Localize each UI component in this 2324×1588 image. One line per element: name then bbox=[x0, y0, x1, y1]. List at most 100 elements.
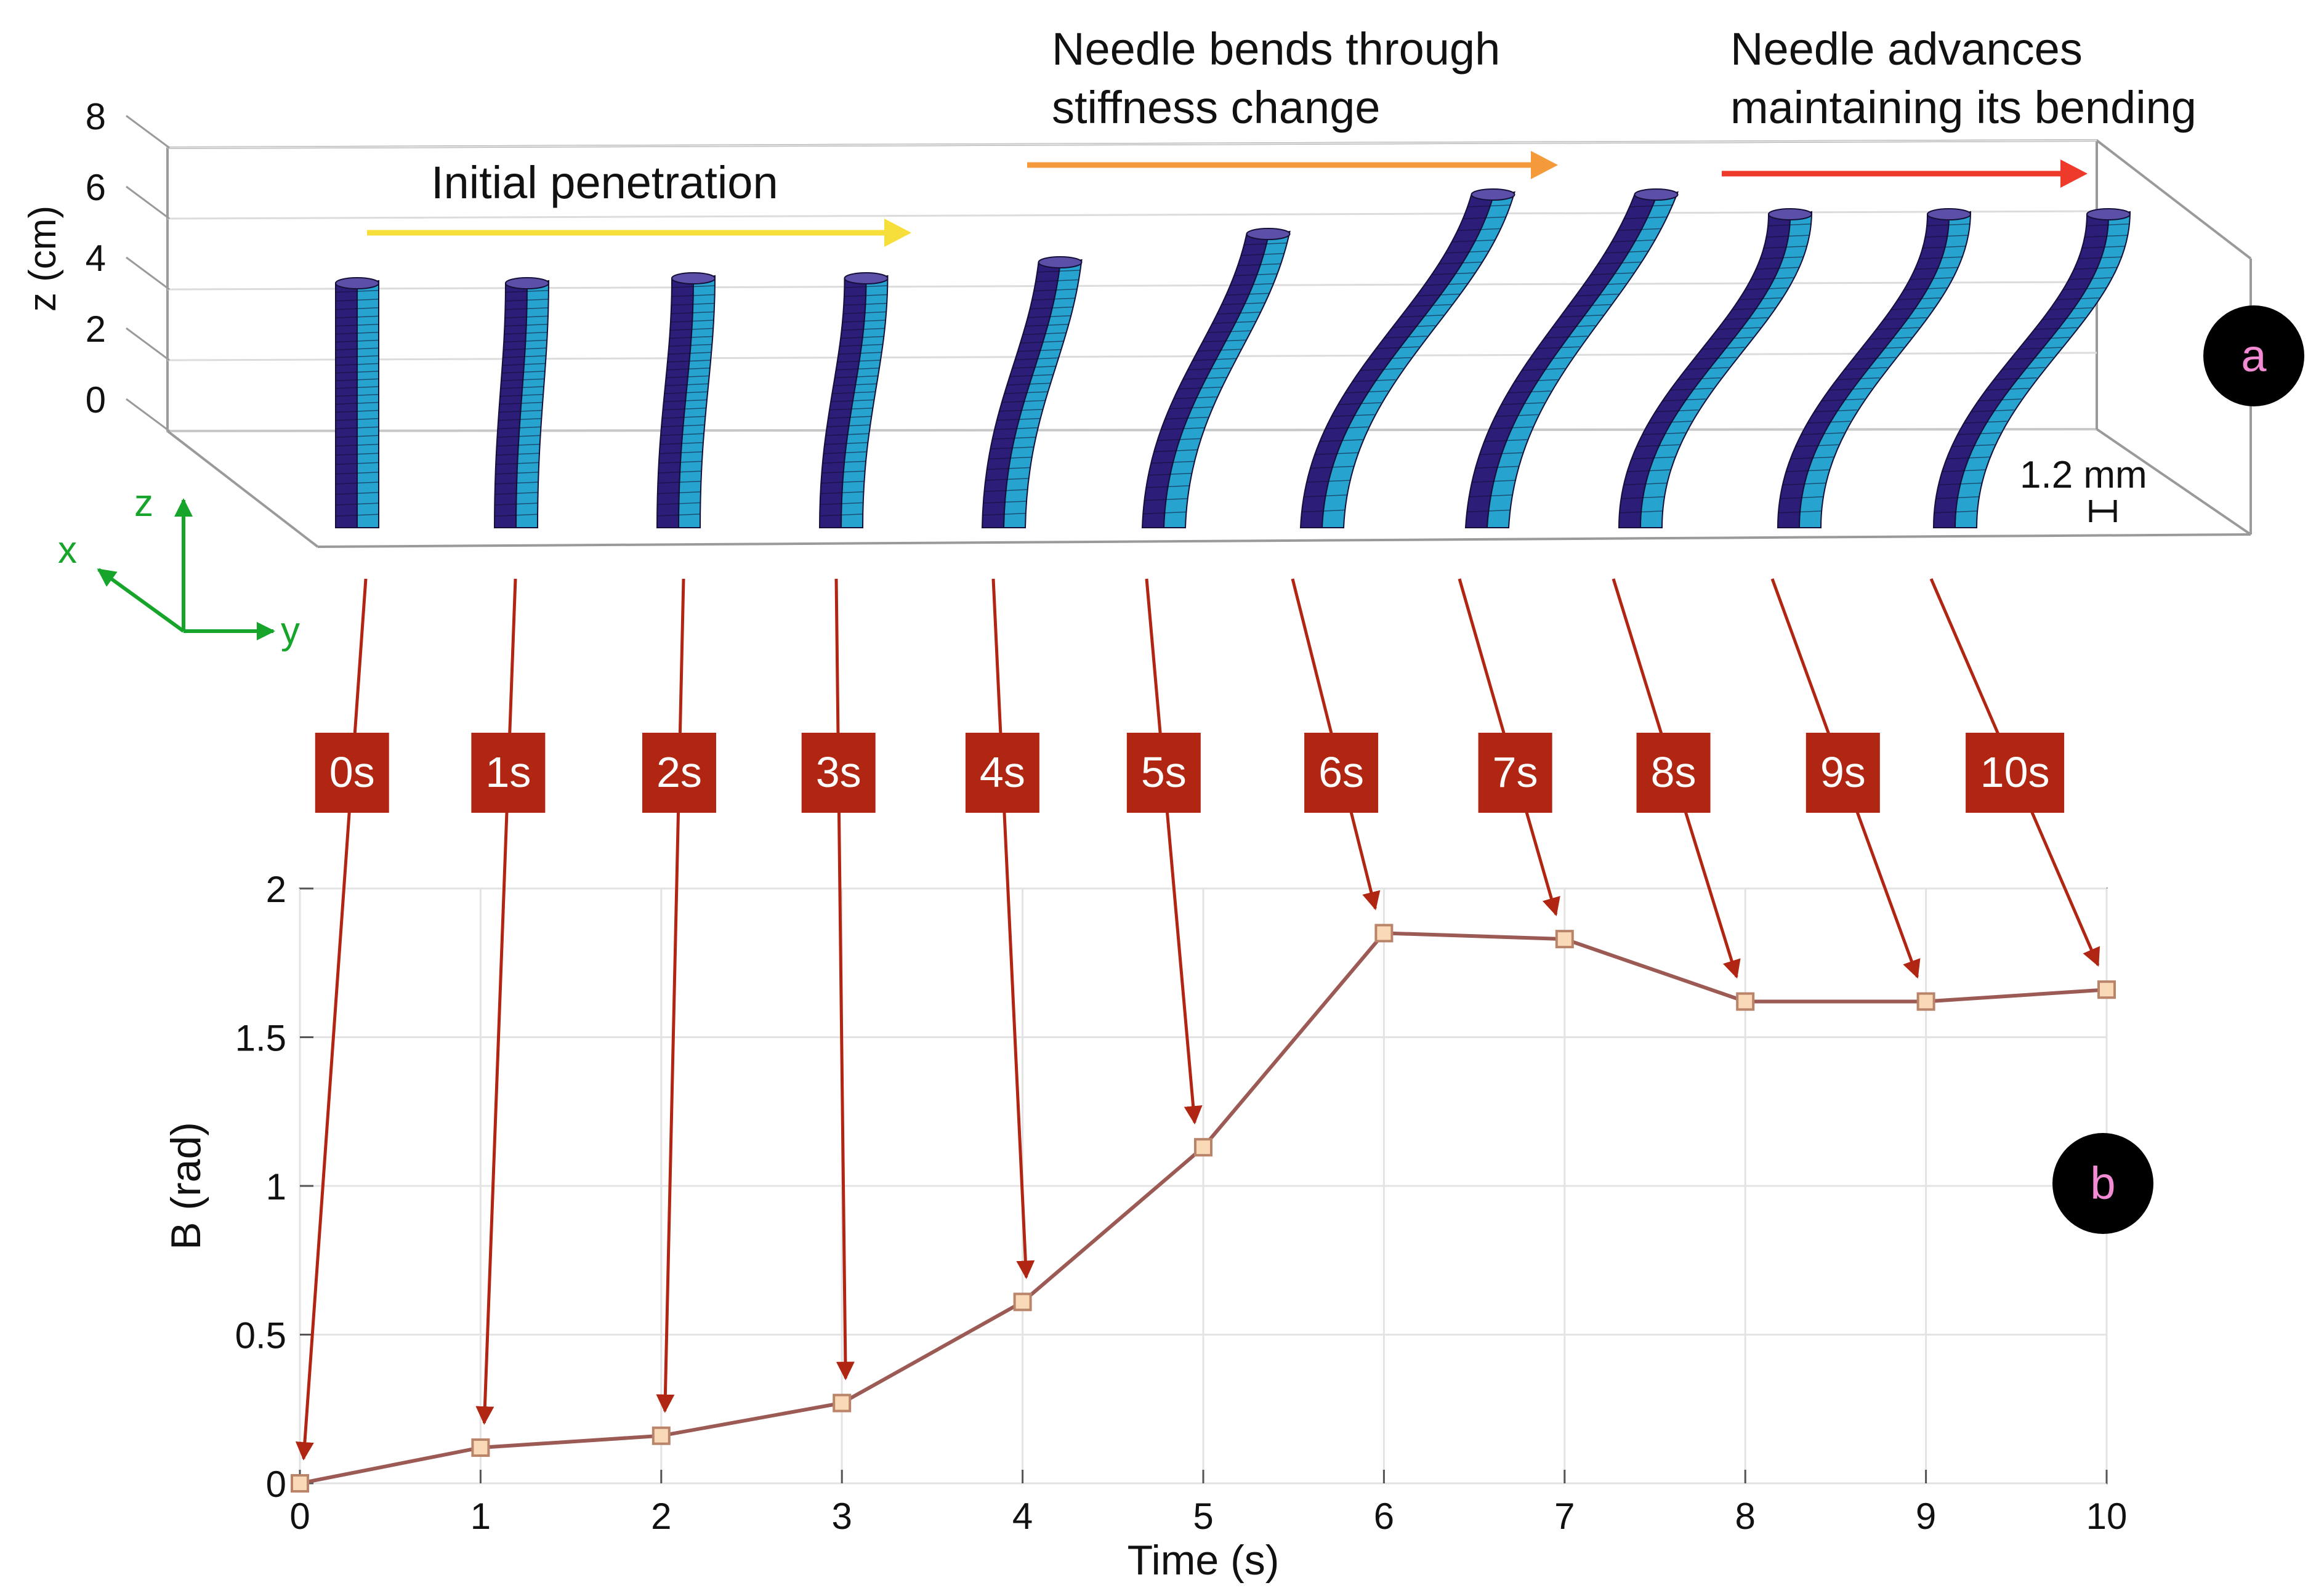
x-tick-label: 5 bbox=[1193, 1496, 1213, 1537]
time-label: 1s bbox=[485, 748, 531, 796]
panel-a-badge-letter: a bbox=[2241, 330, 2267, 381]
time-label-box bbox=[1806, 733, 1880, 813]
z-tick-label: 2 bbox=[86, 308, 106, 350]
y-tick-label: 0 bbox=[266, 1464, 286, 1505]
needle bbox=[818, 272, 889, 528]
panel-a-badge: a bbox=[2203, 305, 2304, 406]
data-point bbox=[1013, 1292, 1032, 1312]
needle bbox=[656, 272, 716, 528]
phase-3-line-2: maintaining its bending bbox=[1730, 82, 2197, 133]
z-tick-line bbox=[126, 256, 170, 291]
z-tick-label: 6 bbox=[86, 167, 106, 208]
time-callout-arrow bbox=[295, 578, 368, 1461]
data-point bbox=[1916, 992, 1935, 1011]
needle bbox=[334, 277, 380, 528]
data-point bbox=[471, 1438, 490, 1457]
box-edge bbox=[166, 430, 319, 548]
time-callout-arrow bbox=[475, 578, 517, 1425]
x-tick-label: 1 bbox=[470, 1496, 491, 1537]
x-tick-label: 8 bbox=[1735, 1496, 1756, 1537]
time-label: 8s bbox=[1651, 748, 1697, 796]
phase-2-arrow bbox=[1027, 151, 1558, 179]
axis-triad bbox=[97, 498, 275, 640]
time-callout-arrow bbox=[656, 578, 685, 1413]
needle bbox=[1932, 208, 2131, 528]
time-callouts: 0s 1s 2s 3s 4s 5s 6s 7s 8s 9s 10s bbox=[295, 578, 2100, 1461]
time-label: 6s bbox=[1318, 748, 1364, 796]
time-label: 9s bbox=[1820, 748, 1866, 796]
z-tick-label: 4 bbox=[86, 238, 106, 279]
time-callout-arrow bbox=[1145, 578, 1203, 1125]
x-tick-label: 6 bbox=[1374, 1496, 1394, 1537]
needle bbox=[1618, 208, 1813, 528]
z-gridline bbox=[167, 139, 2097, 149]
needle bbox=[1299, 188, 1515, 528]
z-tick-line bbox=[126, 327, 170, 361]
needle bbox=[1777, 208, 1972, 528]
time-label-box bbox=[1126, 733, 1201, 813]
time-callout-arrow bbox=[834, 578, 855, 1380]
panel-b-badge: b bbox=[2052, 1133, 2153, 1234]
y-tick-label: 1.5 bbox=[235, 1018, 286, 1059]
x-ticks: 0 1 2 3 4 5 6 7 8 9 10 bbox=[289, 1470, 2127, 1537]
box-edge bbox=[317, 533, 2251, 548]
y-axis-label: B (rad) bbox=[163, 1122, 209, 1250]
needle-panel: 0 2 4 6 8 z (cm) Initial penetration Needle … bbox=[22, 23, 2304, 652]
time-label-box bbox=[471, 733, 546, 813]
z-tick-line bbox=[126, 398, 170, 432]
z-tick-line bbox=[126, 115, 170, 149]
box-edge bbox=[2096, 428, 2252, 536]
needle bbox=[1464, 188, 1679, 528]
x-tick-label: 0 bbox=[289, 1496, 310, 1537]
time-label: 3s bbox=[816, 748, 861, 796]
time-label-box bbox=[1304, 733, 1379, 813]
needles bbox=[334, 188, 2131, 528]
z-tick-label: 0 bbox=[86, 379, 106, 421]
data-point bbox=[652, 1426, 671, 1445]
x-tick-label: 3 bbox=[832, 1496, 852, 1537]
data-point bbox=[2097, 980, 2116, 999]
y-tick-label: 2 bbox=[266, 869, 286, 910]
time-label: 5s bbox=[1141, 748, 1187, 796]
phase-2-line-1: Needle bends through bbox=[1052, 23, 1500, 75]
needle bbox=[493, 277, 550, 528]
time-label-box bbox=[1966, 733, 2065, 813]
x-tick-label: 9 bbox=[1916, 1496, 1936, 1537]
x-tick-label: 4 bbox=[1012, 1496, 1033, 1537]
time-label: 0s bbox=[329, 748, 375, 796]
y-tick-label: 0.5 bbox=[235, 1315, 286, 1356]
time-label: 4s bbox=[980, 748, 1025, 796]
y-tick-label: 1 bbox=[266, 1166, 286, 1207]
scale-bar-label: 1.2 mm bbox=[2020, 454, 2147, 496]
needle bbox=[981, 256, 1083, 528]
data-point bbox=[833, 1393, 852, 1413]
phase-2-line-2: stiffness change bbox=[1052, 82, 1380, 133]
triad-y-label: y bbox=[281, 610, 300, 652]
panel-b-badge-letter: b bbox=[2090, 1158, 2115, 1209]
y-ticks: 0 0.5 1 1.5 2 bbox=[235, 869, 313, 1505]
z-tick-label: 8 bbox=[86, 96, 106, 137]
x-tick-label: 7 bbox=[1554, 1496, 1575, 1537]
data-point bbox=[291, 1474, 309, 1493]
bending-chart: 0 1 2 3 4 5 6 7 8 9 10 00.511.52 Time (s) B (rad) … bbox=[163, 869, 2153, 1584]
time-label-box bbox=[1478, 733, 1552, 813]
box-edge bbox=[2096, 139, 2252, 260]
data-point bbox=[1374, 924, 1394, 943]
x-axis-label: Time (s) bbox=[1128, 1537, 1280, 1584]
x-tick-label: 10 bbox=[2086, 1496, 2128, 1537]
needle bbox=[1141, 228, 1291, 528]
z-gridline bbox=[167, 352, 2097, 361]
data-point bbox=[1194, 1138, 1212, 1157]
time-label-box bbox=[315, 733, 389, 813]
phase-1-text: Initial penetration bbox=[431, 157, 778, 208]
time-label: 2s bbox=[656, 748, 702, 796]
z-axis-label: z (cm) bbox=[22, 206, 64, 312]
z-tick-line bbox=[126, 185, 170, 220]
time-label-box bbox=[801, 733, 876, 813]
time-callout-arrow bbox=[991, 578, 1035, 1280]
z-ticks: 0 2 4 6 8 bbox=[86, 96, 170, 432]
data-point bbox=[1555, 930, 1574, 949]
triad-z-label: z bbox=[134, 482, 153, 525]
phase-3-arrow bbox=[1722, 159, 2088, 188]
